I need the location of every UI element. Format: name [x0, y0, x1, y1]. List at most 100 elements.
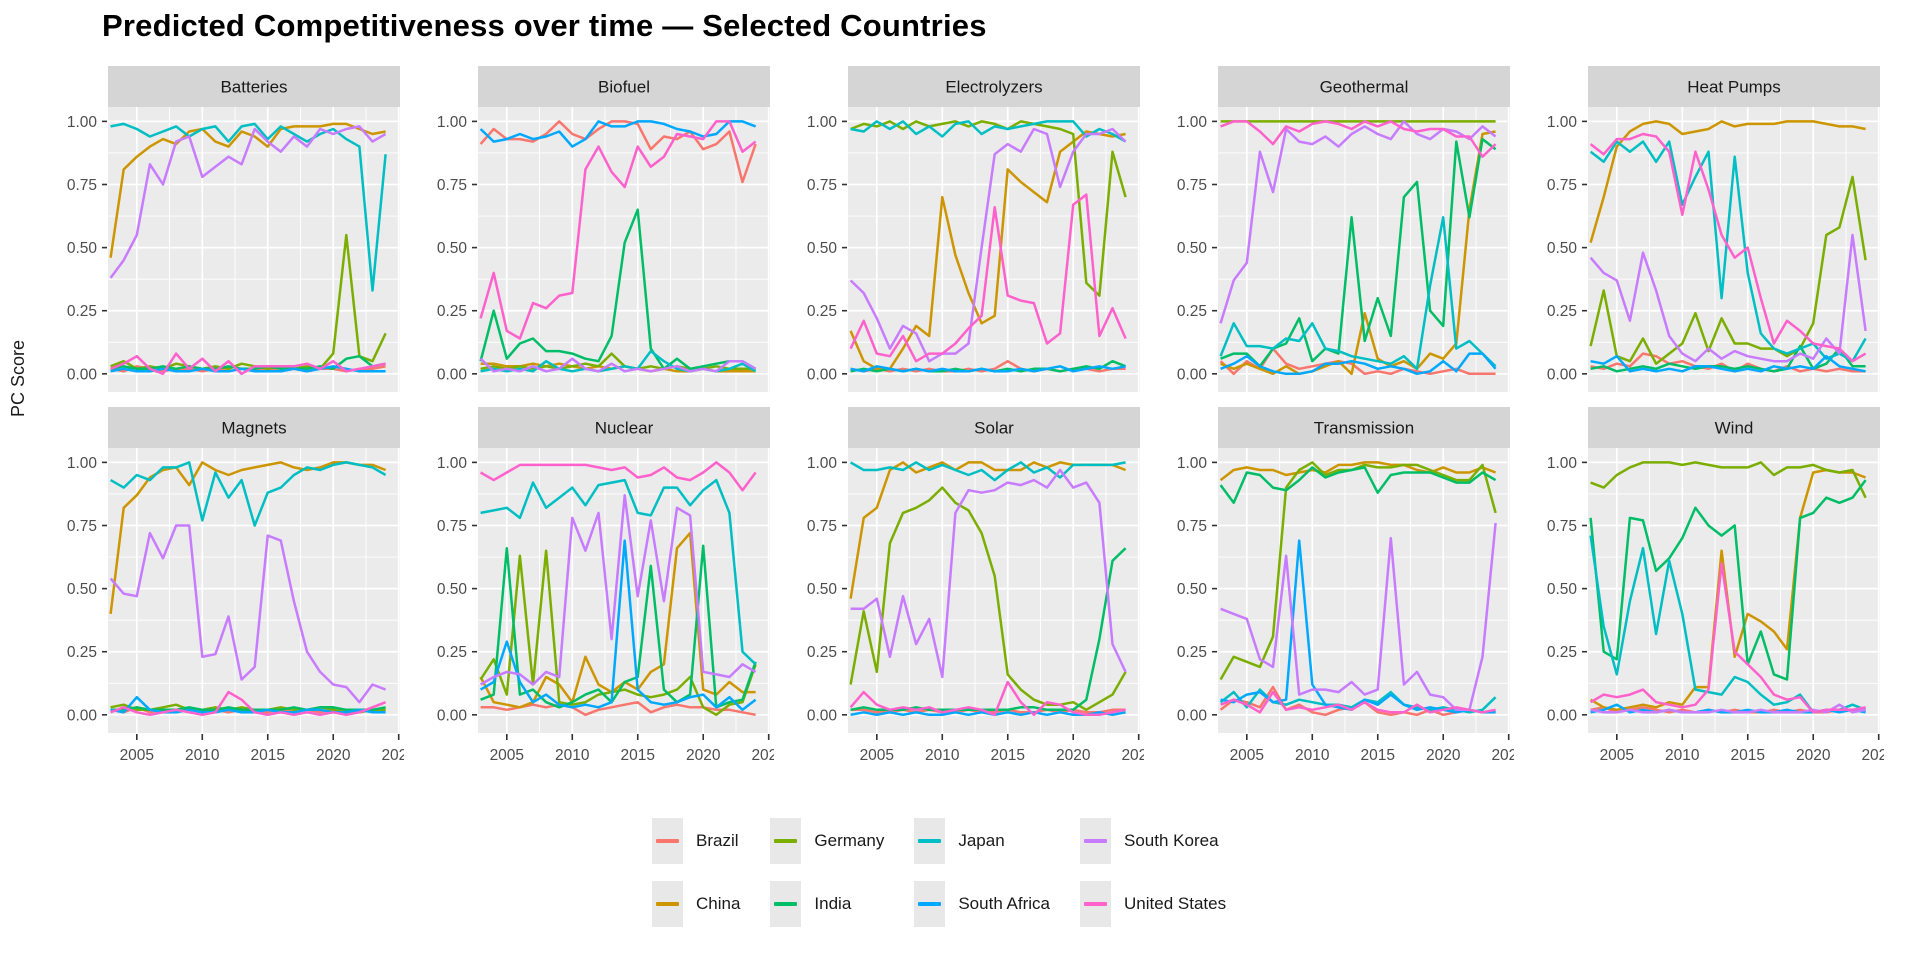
- line-united-states: [1589, 562, 1866, 714]
- y-tick-label: 0.50: [807, 581, 838, 598]
- line-south-korea: [109, 524, 387, 704]
- facet-solar: Solar 1.00 0.75 0.50 0.25 0.00 2005 2010 2015 202…: [774, 407, 1156, 773]
- x-tick-label: 2015: [251, 747, 285, 764]
- legend-line-icon: [656, 902, 679, 906]
- line-united-states: [849, 193, 1127, 363]
- legend-key-swatch: [1080, 881, 1112, 927]
- y-tick-label: 1.00: [437, 114, 468, 131]
- x-tick-label: 2025: [1121, 747, 1144, 764]
- x-tick-label: 2005: [120, 747, 154, 764]
- facet-panel-biofuel: Biofuel 1.00 0.75 0.50 0.25 0.00: [437, 66, 770, 392]
- legend-line-icon: [1084, 902, 1108, 906]
- line-south-africa: [1590, 354, 1866, 373]
- x-tick-label: 2015: [621, 747, 655, 764]
- y-tick-label: 1.00: [67, 114, 98, 131]
- line-china: [109, 122, 386, 258]
- x-tick-label: 2025: [751, 747, 774, 764]
- y-tick-label: 0.25: [437, 303, 467, 320]
- legend-line-icon: [774, 902, 798, 906]
- y-tick-label: 0.00: [1547, 366, 1578, 383]
- y-tick-label: 0.00: [1177, 366, 1208, 383]
- y-axis-title: PC Score: [8, 339, 28, 417]
- legend-item-south-korea: South Korea: [1080, 818, 1226, 864]
- facet-nuclear: Nuclear 1.00 0.75 0.50 0.25 0.00 2005 2010 2015 2…: [404, 407, 786, 773]
- legend: Brazil China Germany India Japan South Africa…: [652, 818, 1226, 927]
- line-china: [1589, 120, 1866, 243]
- x-tick-label: 2020: [316, 747, 351, 764]
- x-tick-label: 2005: [1600, 747, 1634, 764]
- x-tick-label: 2025: [1491, 747, 1514, 764]
- x-tick-label: 2015: [991, 747, 1025, 764]
- y-tick-label: 0.00: [437, 707, 468, 724]
- facet-electrolyzers: Electrolyzers 1.00 0.75 0.50 0.25 0.00: [774, 66, 1144, 396]
- y-tick-label: 0.75: [1177, 177, 1207, 194]
- line-india: [1589, 479, 1867, 681]
- line-united-states: [110, 690, 387, 717]
- legend-item-china: China: [652, 881, 740, 927]
- y-tick-label: 0.50: [1547, 581, 1578, 598]
- y-tick-label: 0.00: [1177, 707, 1208, 724]
- line-south-korea: [1220, 522, 1497, 712]
- y-tick-label: 0.00: [67, 366, 98, 383]
- line-japan: [1589, 140, 1867, 363]
- y-tick-label: 0.50: [807, 240, 838, 257]
- legend-line-icon: [656, 839, 679, 843]
- line-japan: [109, 461, 387, 527]
- line-south-korea: [849, 127, 1127, 363]
- facet-strip-label: Magnets: [221, 419, 286, 438]
- legend-key-swatch: [652, 818, 683, 864]
- facet-biofuel: Biofuel 1.00 0.75 0.50 0.25 0.00: [404, 66, 774, 396]
- y-tick-label: 0.75: [67, 518, 97, 535]
- y-tick-label: 0.25: [67, 303, 97, 320]
- x-tick-label: 2010: [1665, 747, 1700, 764]
- facet-strip-label: Geothermal: [1320, 78, 1409, 97]
- facet-panel-geothermal: Geothermal 1.00 0.75 0.50 0.25 0.00: [1177, 66, 1510, 392]
- line-south-korea: [109, 125, 387, 279]
- x-tick-label: 2010: [555, 747, 590, 764]
- y-tick-label: 0.25: [1177, 303, 1207, 320]
- line-japan: [110, 122, 387, 292]
- y-tick-label: 1.00: [1547, 114, 1578, 131]
- legend-label: South Africa: [958, 894, 1051, 913]
- legend-column: Brazil China: [652, 818, 740, 927]
- facet-strip-label: Wind: [1715, 419, 1754, 438]
- line-japan: [849, 461, 1126, 482]
- legend-key-swatch: [770, 881, 802, 927]
- y-tick-label: 0.75: [437, 518, 467, 535]
- facet-magnets: Magnets 1.00 0.75 0.50 0.25 0.00 2005 2010 2015 2…: [34, 407, 416, 773]
- line-south-africa: [479, 120, 757, 148]
- line-china: [849, 130, 1126, 371]
- line-south-korea: [850, 468, 1127, 679]
- y-tick-label: 0.75: [437, 177, 467, 194]
- line-germany: [1589, 175, 1867, 365]
- legend-label: Germany: [814, 831, 885, 850]
- y-tick-label: 0.50: [437, 240, 468, 257]
- line-japan: [1219, 216, 1497, 371]
- y-tick-label: 0.50: [67, 581, 98, 598]
- y-tick-label: 0.25: [1547, 303, 1577, 320]
- y-tick-label: 1.00: [1177, 455, 1208, 472]
- chart-title: Predicted Competitiveness over time — Se…: [102, 8, 987, 43]
- legend-label: United States: [1124, 894, 1227, 913]
- legend-item-south-africa: South Africa: [914, 881, 1050, 927]
- y-tick-label: 0.75: [807, 177, 837, 194]
- y-tick-label: 1.00: [807, 455, 838, 472]
- line-south-korea: [1589, 233, 1867, 363]
- y-tick-label: 0.00: [67, 707, 98, 724]
- line-south-korea: [479, 357, 757, 373]
- legend-item-india: India: [770, 881, 884, 927]
- line-united-states: [849, 680, 1126, 717]
- line-united-states: [1220, 120, 1497, 158]
- y-tick-label: 0.75: [1547, 518, 1577, 535]
- x-tick-label: 2020: [686, 747, 721, 764]
- legend-key-swatch: [914, 881, 946, 927]
- facet-panel-nuclear: Nuclear 1.00 0.75 0.50 0.25 0.00 2005 2010 2015 2…: [437, 407, 786, 764]
- line-united-states: [479, 120, 757, 340]
- legend-line-icon: [1084, 839, 1108, 843]
- y-tick-label: 0.75: [67, 177, 97, 194]
- facet-transmission: Transmission 1.00 0.75 0.50 0.25 0.00 2005 2010…: [1144, 407, 1526, 773]
- y-tick-label: 0.25: [437, 644, 467, 661]
- x-tick-label: 2015: [1361, 747, 1395, 764]
- facet-panel-heat-pumps: Heat Pumps 1.00 0.75 0.50 0.25 0.00: [1547, 66, 1880, 392]
